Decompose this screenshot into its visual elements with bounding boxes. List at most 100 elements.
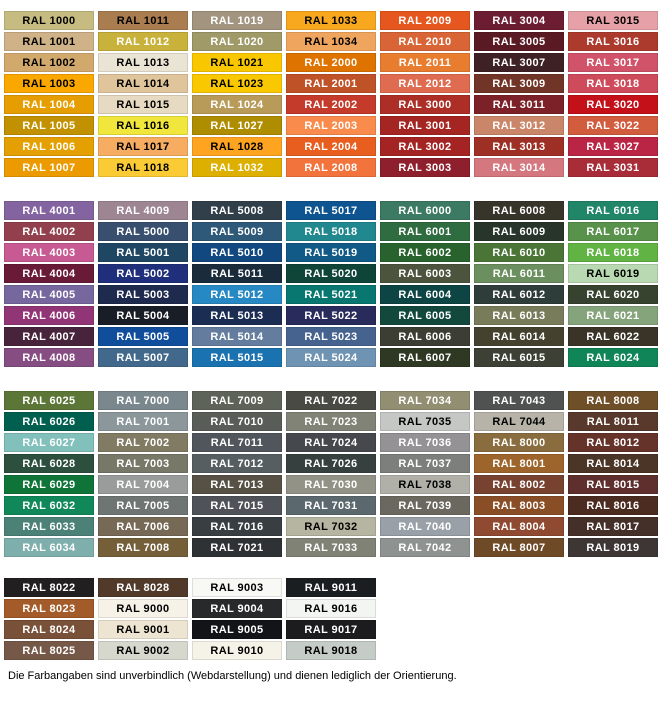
swatch-ral-2003[interactable]: RAL 2003 xyxy=(286,116,376,135)
swatch-ral-7003[interactable]: RAL 7003 xyxy=(98,454,188,473)
swatch-ral-1024[interactable]: RAL 1024 xyxy=(192,95,282,114)
swatch-ral-7006[interactable]: RAL 7006 xyxy=(98,517,188,536)
swatch-ral-3015[interactable]: RAL 3015 xyxy=(568,11,658,30)
swatch-ral-8016[interactable]: RAL 8016 xyxy=(568,496,658,515)
swatch-ral-2011[interactable]: RAL 2011 xyxy=(380,53,470,72)
swatch-ral-5020[interactable]: RAL 5020 xyxy=(286,264,376,283)
swatch-ral-6016[interactable]: RAL 6016 xyxy=(568,201,658,220)
swatch-ral-6033[interactable]: RAL 6033 xyxy=(4,517,94,536)
swatch-ral-7034[interactable]: RAL 7034 xyxy=(380,391,470,410)
swatch-ral-5010[interactable]: RAL 5010 xyxy=(192,243,282,262)
swatch-ral-7002[interactable]: RAL 7002 xyxy=(98,433,188,452)
swatch-ral-6002[interactable]: RAL 6002 xyxy=(380,243,470,262)
swatch-ral-5005[interactable]: RAL 5005 xyxy=(98,327,188,346)
swatch-ral-1033[interactable]: RAL 1033 xyxy=(286,11,376,30)
swatch-ral-7012[interactable]: RAL 7012 xyxy=(192,454,282,473)
swatch-ral-3012[interactable]: RAL 3012 xyxy=(474,116,564,135)
swatch-ral-7021[interactable]: RAL 7021 xyxy=(192,538,282,557)
swatch-ral-1014[interactable]: RAL 1014 xyxy=(98,74,188,93)
swatch-ral-8024[interactable]: RAL 8024 xyxy=(4,620,94,639)
swatch-ral-6010[interactable]: RAL 6010 xyxy=(474,243,564,262)
swatch-ral-9010[interactable]: RAL 9010 xyxy=(192,641,282,660)
swatch-ral-3003[interactable]: RAL 3003 xyxy=(380,158,470,177)
swatch-ral-9002[interactable]: RAL 9002 xyxy=(98,641,188,660)
swatch-ral-7044[interactable]: RAL 7044 xyxy=(474,412,564,431)
swatch-ral-8003[interactable]: RAL 8003 xyxy=(474,496,564,515)
swatch-ral-4004[interactable]: RAL 4004 xyxy=(4,264,94,283)
swatch-ral-2002[interactable]: RAL 2002 xyxy=(286,95,376,114)
swatch-ral-1011[interactable]: RAL 1011 xyxy=(98,11,188,30)
swatch-ral-1015[interactable]: RAL 1015 xyxy=(98,95,188,114)
swatch-ral-8015[interactable]: RAL 8015 xyxy=(568,475,658,494)
swatch-ral-8008[interactable]: RAL 8008 xyxy=(568,391,658,410)
swatch-ral-6017[interactable]: RAL 6017 xyxy=(568,222,658,241)
swatch-ral-8022[interactable]: RAL 8022 xyxy=(4,578,94,597)
swatch-ral-7008[interactable]: RAL 7008 xyxy=(98,538,188,557)
swatch-ral-7026[interactable]: RAL 7026 xyxy=(286,454,376,473)
swatch-ral-3022[interactable]: RAL 3022 xyxy=(568,116,658,135)
swatch-ral-5007[interactable]: RAL 5007 xyxy=(98,348,188,367)
swatch-ral-5008[interactable]: RAL 5008 xyxy=(192,201,282,220)
swatch-ral-6001[interactable]: RAL 6001 xyxy=(380,222,470,241)
swatch-ral-4006[interactable]: RAL 4006 xyxy=(4,306,94,325)
swatch-ral-6011[interactable]: RAL 6011 xyxy=(474,264,564,283)
swatch-ral-5015[interactable]: RAL 5015 xyxy=(192,348,282,367)
swatch-ral-6022[interactable]: RAL 6022 xyxy=(568,327,658,346)
swatch-ral-7013[interactable]: RAL 7013 xyxy=(192,475,282,494)
swatch-ral-6018[interactable]: RAL 6018 xyxy=(568,243,658,262)
swatch-ral-1000[interactable]: RAL 1000 xyxy=(4,11,94,30)
swatch-ral-9003[interactable]: RAL 9003 xyxy=(192,578,282,597)
swatch-ral-7004[interactable]: RAL 7004 xyxy=(98,475,188,494)
swatch-ral-1034[interactable]: RAL 1034 xyxy=(286,32,376,51)
swatch-ral-1016[interactable]: RAL 1016 xyxy=(98,116,188,135)
swatch-ral-6013[interactable]: RAL 6013 xyxy=(474,306,564,325)
swatch-ral-5003[interactable]: RAL 5003 xyxy=(98,285,188,304)
swatch-ral-2004[interactable]: RAL 2004 xyxy=(286,137,376,156)
swatch-ral-3027[interactable]: RAL 3027 xyxy=(568,137,658,156)
swatch-ral-6025[interactable]: RAL 6025 xyxy=(4,391,94,410)
swatch-ral-6032[interactable]: RAL 6032 xyxy=(4,496,94,515)
swatch-ral-4007[interactable]: RAL 4007 xyxy=(4,327,94,346)
swatch-ral-7043[interactable]: RAL 7043 xyxy=(474,391,564,410)
swatch-ral-3005[interactable]: RAL 3005 xyxy=(474,32,564,51)
swatch-ral-7022[interactable]: RAL 7022 xyxy=(286,391,376,410)
swatch-ral-1019[interactable]: RAL 1019 xyxy=(192,11,282,30)
swatch-ral-7033[interactable]: RAL 7033 xyxy=(286,538,376,557)
swatch-ral-6026[interactable]: RAL 6026 xyxy=(4,412,94,431)
swatch-ral-5019[interactable]: RAL 5019 xyxy=(286,243,376,262)
swatch-ral-8001[interactable]: RAL 8001 xyxy=(474,454,564,473)
swatch-ral-3018[interactable]: RAL 3018 xyxy=(568,74,658,93)
swatch-ral-7039[interactable]: RAL 7039 xyxy=(380,496,470,515)
swatch-ral-2008[interactable]: RAL 2008 xyxy=(286,158,376,177)
swatch-ral-5000[interactable]: RAL 5000 xyxy=(98,222,188,241)
swatch-ral-3001[interactable]: RAL 3001 xyxy=(380,116,470,135)
swatch-ral-7000[interactable]: RAL 7000 xyxy=(98,391,188,410)
swatch-ral-6003[interactable]: RAL 6003 xyxy=(380,264,470,283)
swatch-ral-9005[interactable]: RAL 9005 xyxy=(192,620,282,639)
swatch-ral-4001[interactable]: RAL 4001 xyxy=(4,201,94,220)
swatch-ral-6008[interactable]: RAL 6008 xyxy=(474,201,564,220)
swatch-ral-1018[interactable]: RAL 1018 xyxy=(98,158,188,177)
swatch-ral-7031[interactable]: RAL 7031 xyxy=(286,496,376,515)
swatch-ral-5013[interactable]: RAL 5013 xyxy=(192,306,282,325)
swatch-ral-6004[interactable]: RAL 6004 xyxy=(380,285,470,304)
swatch-ral-3031[interactable]: RAL 3031 xyxy=(568,158,658,177)
swatch-ral-3004[interactable]: RAL 3004 xyxy=(474,11,564,30)
swatch-ral-1005[interactable]: RAL 1005 xyxy=(4,116,94,135)
swatch-ral-8007[interactable]: RAL 8007 xyxy=(474,538,564,557)
swatch-ral-3017[interactable]: RAL 3017 xyxy=(568,53,658,72)
swatch-ral-5002[interactable]: RAL 5002 xyxy=(98,264,188,283)
swatch-ral-6034[interactable]: RAL 6034 xyxy=(4,538,94,557)
swatch-ral-1013[interactable]: RAL 1013 xyxy=(98,53,188,72)
swatch-ral-2009[interactable]: RAL 2009 xyxy=(380,11,470,30)
swatch-ral-6027[interactable]: RAL 6027 xyxy=(4,433,94,452)
swatch-ral-7010[interactable]: RAL 7010 xyxy=(192,412,282,431)
swatch-ral-1002[interactable]: RAL 1002 xyxy=(4,53,94,72)
swatch-ral-4003[interactable]: RAL 4003 xyxy=(4,243,94,262)
swatch-ral-3014[interactable]: RAL 3014 xyxy=(474,158,564,177)
swatch-ral-5017[interactable]: RAL 5017 xyxy=(286,201,376,220)
swatch-ral-1032[interactable]: RAL 1032 xyxy=(192,158,282,177)
swatch-ral-5021[interactable]: RAL 5021 xyxy=(286,285,376,304)
swatch-ral-6024[interactable]: RAL 6024 xyxy=(568,348,658,367)
swatch-ral-6019[interactable]: RAL 6019 xyxy=(568,264,658,283)
